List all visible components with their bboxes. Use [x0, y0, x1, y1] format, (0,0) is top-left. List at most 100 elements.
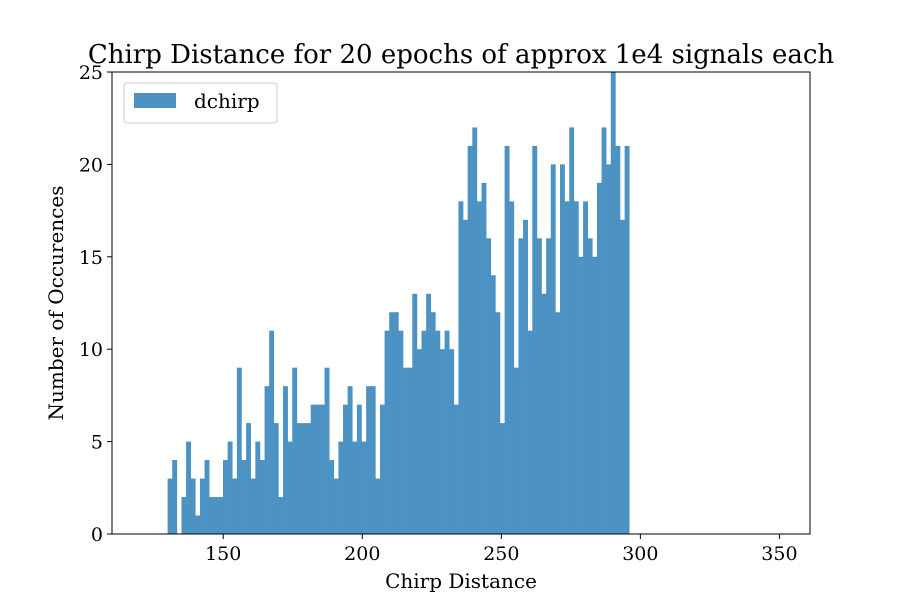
histogram-bar	[435, 330, 441, 534]
histogram-bar	[573, 201, 579, 535]
histogram-bar	[393, 312, 399, 534]
histogram-bar	[329, 460, 335, 534]
histogram-bar	[472, 127, 478, 534]
histogram-bar	[504, 145, 510, 535]
histogram-bar	[236, 367, 242, 534]
x-axis-label: Chirp Distance	[385, 569, 537, 593]
y-tick-label: 15	[79, 247, 103, 269]
histogram-bar	[513, 367, 519, 534]
histogram-bar	[343, 404, 348, 534]
histogram-bar	[467, 145, 473, 535]
histogram-bar	[361, 441, 367, 534]
histogram-bar	[523, 219, 528, 534]
histogram-bar	[223, 460, 228, 534]
histogram-bar	[181, 497, 187, 534]
histogram-bar	[246, 423, 252, 534]
histogram-bar	[167, 478, 173, 534]
histogram-bar	[449, 349, 455, 534]
histogram-bar	[546, 238, 552, 534]
histogram-bar	[564, 201, 570, 535]
histogram-bar	[541, 293, 547, 534]
histogram-bar	[583, 201, 588, 535]
y-axis-ticks: 0 5 10 15 20 25	[79, 62, 112, 546]
histogram-bar	[560, 164, 565, 534]
histogram-bar	[403, 367, 408, 534]
histogram-bar	[213, 497, 219, 534]
histogram-bar	[241, 460, 247, 534]
histogram-bar	[315, 404, 321, 534]
histogram-bar	[430, 312, 436, 534]
legend-swatch	[134, 93, 176, 108]
histogram-bar	[499, 423, 505, 534]
histogram-bar	[550, 164, 556, 534]
histogram-bar	[398, 330, 404, 534]
x-tick-label: 200	[344, 543, 380, 565]
histogram-bar	[301, 423, 307, 534]
histogram-bar	[227, 441, 233, 534]
legend: dchirp	[123, 82, 278, 124]
histogram-bar	[255, 441, 261, 534]
histogram-bar	[606, 164, 612, 534]
y-axis-label: Number of Occurences	[44, 186, 68, 421]
histogram-bar	[518, 238, 524, 534]
bars-group	[167, 72, 630, 535]
histogram-bar	[620, 219, 625, 534]
histogram-bar	[366, 386, 372, 534]
histogram-bar	[352, 441, 358, 534]
histogram-bar	[250, 478, 256, 534]
histogram-bar	[555, 312, 561, 534]
histogram-bar	[509, 201, 515, 535]
histogram-bar	[592, 256, 598, 534]
histogram-bar	[283, 386, 288, 534]
histogram-bar	[319, 404, 325, 534]
plot-frame	[111, 71, 811, 535]
histogram-bar	[347, 386, 353, 534]
histogram-bar	[287, 441, 293, 534]
histogram-bar	[324, 367, 330, 534]
histogram-bar	[370, 386, 376, 534]
histogram-bar	[476, 201, 482, 535]
histogram-bar	[306, 423, 312, 534]
x-tick-label: 250	[483, 543, 519, 565]
histogram-bar	[578, 256, 584, 534]
y-tick-label: 10	[79, 339, 103, 361]
histogram-bar	[199, 478, 205, 534]
histogram-bar	[264, 386, 270, 534]
histogram-bar	[379, 404, 385, 534]
histogram-bar	[481, 182, 487, 534]
histogram-bar	[527, 330, 533, 534]
histogram-bar	[232, 478, 238, 534]
histogram-bar	[186, 441, 191, 534]
histogram-bar	[259, 460, 265, 534]
y-tick-label: 0	[91, 524, 103, 546]
histogram-bar	[296, 423, 302, 534]
histogram-bar	[615, 145, 621, 535]
histogram-bar	[536, 238, 542, 534]
histogram-bar	[278, 497, 284, 534]
histogram-bar	[389, 312, 395, 534]
histogram-bar	[190, 478, 196, 534]
histogram-bar	[273, 423, 279, 534]
histogram-bar	[384, 330, 390, 534]
histogram-bar	[532, 145, 538, 535]
histogram-bar	[269, 330, 275, 534]
chart-title: Chirp Distance for 20 epochs of approx 1…	[88, 40, 835, 70]
histogram-bar	[486, 238, 492, 534]
histogram-bar	[458, 201, 464, 535]
histogram-bar	[209, 497, 215, 534]
histogram-bar	[490, 275, 496, 534]
histogram-bar	[356, 404, 362, 534]
histogram-bar	[172, 460, 178, 534]
histogram-bar	[463, 219, 468, 534]
histogram-bar	[375, 478, 381, 534]
histogram-bar	[412, 293, 418, 534]
histogram-bar	[218, 497, 224, 534]
histogram-bar	[338, 441, 344, 534]
y-tick-label: 5	[91, 432, 103, 454]
histogram-bar	[453, 404, 459, 534]
histogram-bar	[444, 330, 450, 534]
histogram-bar	[624, 145, 630, 535]
x-tick-label: 150	[205, 543, 241, 565]
